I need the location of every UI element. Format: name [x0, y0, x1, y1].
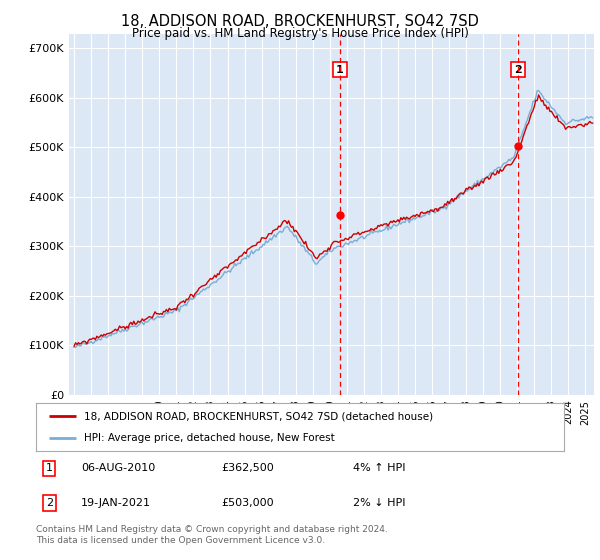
Text: £362,500: £362,500 — [221, 464, 274, 473]
Text: HPI: Average price, detached house, New Forest: HPI: Average price, detached house, New … — [83, 433, 334, 443]
Text: £503,000: £503,000 — [221, 498, 274, 508]
Text: 1: 1 — [336, 65, 344, 74]
Text: 18, ADDISON ROAD, BROCKENHURST, SO42 7SD: 18, ADDISON ROAD, BROCKENHURST, SO42 7SD — [121, 14, 479, 29]
Text: Price paid vs. HM Land Registry's House Price Index (HPI): Price paid vs. HM Land Registry's House … — [131, 27, 469, 40]
Text: 4% ↑ HPI: 4% ↑ HPI — [353, 464, 406, 473]
Text: 2% ↓ HPI: 2% ↓ HPI — [353, 498, 406, 508]
Text: 06-AUG-2010: 06-AUG-2010 — [81, 464, 155, 473]
Text: 2: 2 — [514, 65, 522, 74]
Text: 1: 1 — [46, 464, 53, 473]
Text: Contains HM Land Registry data © Crown copyright and database right 2024.
This d: Contains HM Land Registry data © Crown c… — [36, 525, 388, 545]
Text: 19-JAN-2021: 19-JAN-2021 — [81, 498, 151, 508]
Text: 18, ADDISON ROAD, BROCKENHURST, SO42 7SD (detached house): 18, ADDISON ROAD, BROCKENHURST, SO42 7SD… — [83, 411, 433, 421]
Text: 2: 2 — [46, 498, 53, 508]
